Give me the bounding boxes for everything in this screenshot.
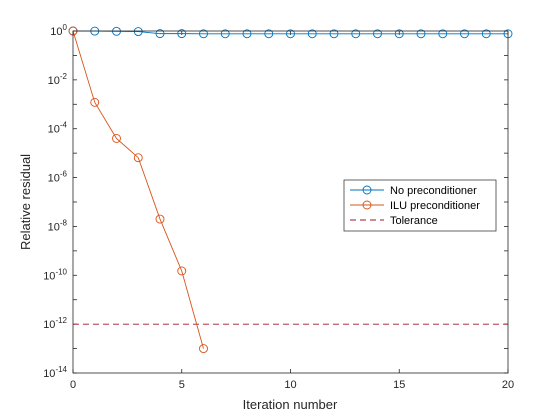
y-tick-label: 100 — [50, 23, 67, 38]
y-tick-label: 10-12 — [43, 316, 67, 331]
legend-marker — [362, 200, 372, 210]
data-point — [155, 214, 165, 224]
data-point — [438, 29, 448, 39]
y-tick-label: 10-10 — [43, 267, 67, 282]
y-tick-label: 10-2 — [48, 72, 68, 87]
data-point — [133, 153, 143, 163]
legend: No preconditioner ILU preconditioner Toler… — [343, 179, 497, 232]
legend-label: No preconditioner — [390, 185, 477, 197]
x-tick-label: 15 — [393, 379, 405, 391]
data-point — [242, 29, 252, 39]
data-point — [394, 29, 404, 39]
series-line-1 — [72, 30, 204, 349]
y-tick-label: 10-6 — [48, 170, 68, 185]
legend-marker — [362, 185, 372, 195]
data-point — [177, 266, 187, 276]
x-axis-title: Iteration number — [243, 397, 338, 412]
legend-label: Tolerance — [390, 215, 438, 227]
x-tick-label: 0 — [70, 379, 76, 391]
plot-area-border — [72, 30, 509, 374]
data-point — [90, 97, 100, 107]
data-point — [177, 29, 187, 39]
data-point — [307, 29, 317, 39]
data-point — [112, 133, 121, 143]
data-point — [286, 29, 295, 39]
data-point — [155, 29, 165, 39]
data-point — [133, 27, 143, 36]
x-tick-label: 20 — [502, 379, 514, 391]
data-point — [460, 29, 469, 39]
tick-labels: 0 5 10 15 20 100 10-2 10-4 10-6 10-8 10-10 10-12 10-… — [43, 23, 514, 391]
legend-box — [343, 179, 497, 232]
data-point — [199, 344, 208, 354]
y-tick-label: 10-8 — [48, 218, 68, 233]
data-point — [220, 29, 230, 39]
series-line-0 — [72, 30, 508, 35]
x-tick-label: 10 — [284, 379, 296, 391]
series-layer — [68, 26, 513, 354]
y-tick-label: 10-4 — [48, 121, 68, 136]
legend-label: ILU preconditioner — [390, 200, 480, 212]
data-point — [329, 29, 339, 39]
data-point — [481, 29, 491, 39]
data-point — [351, 29, 361, 39]
y-axis-title: Relative residual — [18, 154, 33, 250]
x-tick-label: 5 — [179, 379, 185, 391]
data-point — [199, 29, 208, 39]
data-point — [416, 29, 426, 39]
data-point — [373, 29, 382, 39]
y-tick-label: 10-14 — [43, 365, 67, 380]
data-point — [264, 29, 274, 39]
